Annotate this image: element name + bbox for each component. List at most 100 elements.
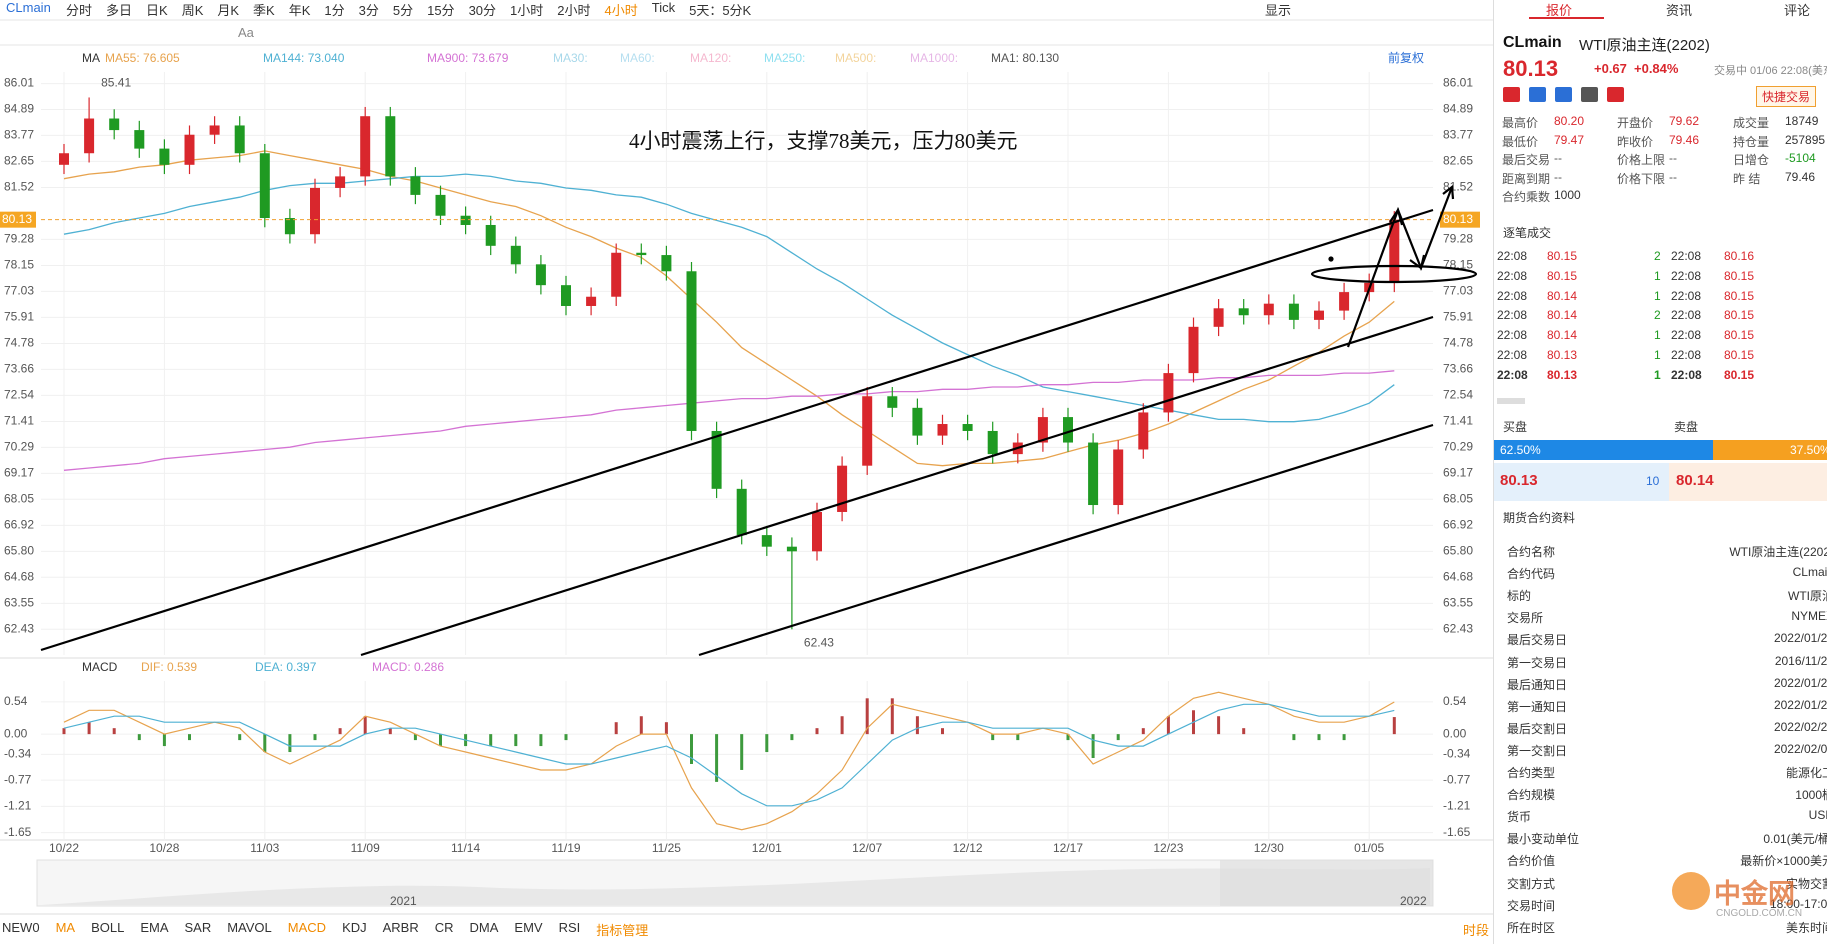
period-tab[interactable]: 15分 <box>427 3 455 18</box>
period-tab[interactable]: 周K <box>181 3 204 18</box>
quick-trade[interactable]: 快捷交易 <box>1756 86 1817 107</box>
trend-drawings <box>40 184 1478 657</box>
display-menu[interactable]: 显示 <box>1265 3 1292 18</box>
indicator-tab[interactable]: CR <box>434 920 454 935</box>
y-tick-label: -1.21 <box>1443 799 1471 813</box>
y-tick-label: 62.43 <box>1443 621 1473 635</box>
info-value: 2022/02/01 <box>1773 741 1827 756</box>
y-tick-label: 66.92 <box>4 518 34 532</box>
period-tab[interactable]: 5分 <box>392 3 414 18</box>
y-tick-label: 74.78 <box>4 336 34 350</box>
period-tab[interactable]: 1分 <box>324 3 345 18</box>
chart-bg <box>0 0 1493 944</box>
price-tag-label: 80.13 <box>2 212 32 226</box>
icon[interactable] <box>1555 87 1572 102</box>
period-tab[interactable]: 3分 <box>358 3 379 18</box>
candle-body <box>962 424 973 431</box>
y-tick-label: 0.54 <box>1443 694 1467 708</box>
icon[interactable] <box>1607 87 1624 102</box>
trade-cell: 2 <box>1654 249 1661 263</box>
icon[interactable] <box>1581 87 1598 102</box>
candle-body <box>1288 303 1299 320</box>
dot <box>1328 256 1334 262</box>
stat-value: 79.46 <box>1785 169 1816 184</box>
indicator-tab[interactable]: MA <box>55 920 76 935</box>
y-tick-label: 73.66 <box>1443 362 1473 376</box>
candle-body <box>1113 449 1124 506</box>
font-tool[interactable]: Aa <box>238 25 254 40</box>
y-tick-label: 75.91 <box>4 309 34 323</box>
candle-body <box>1163 373 1174 413</box>
period-tab[interactable]: 4小时 <box>604 3 638 18</box>
y-tick-label: 64.68 <box>1443 569 1473 583</box>
indicator-tab[interactable]: RSI <box>558 920 581 935</box>
y-tick-label: -0.34 <box>1443 747 1471 761</box>
period-tab[interactable]: 季K <box>253 3 275 18</box>
indicator-tab[interactable]: MAVOL <box>227 920 272 935</box>
indicator-tab[interactable]: 指标管理 <box>596 923 649 938</box>
info-value: 18:00-17:00 <box>1769 896 1827 911</box>
y-tick-label: 0.00 <box>4 726 28 740</box>
y-tick-label: -1.65 <box>4 825 32 839</box>
stat-label: 价格上限 <box>1617 153 1666 167</box>
indicator-tab[interactable]: EMA <box>140 920 169 935</box>
stat-value: -- <box>1669 169 1677 184</box>
indicator-tab[interactable]: MACD <box>287 920 327 935</box>
indicator-tab[interactable]: BOLL <box>91 920 125 935</box>
info-label: 合约规模 <box>1507 788 1556 803</box>
indicator-tab[interactable]: KDJ <box>342 920 367 935</box>
period-tab[interactable]: 多日 <box>106 3 133 18</box>
panel-tab[interactable]: 报价 <box>1546 3 1573 18</box>
trade-cell: 22:08 <box>1671 328 1702 343</box>
info-value: WTI原油主连(2202) <box>1729 545 1827 559</box>
candle-body <box>1314 310 1324 320</box>
period-tab[interactable]: 2小时 <box>557 3 591 18</box>
candle-body <box>234 125 245 154</box>
bid-pct: 62.50% <box>1500 443 1541 457</box>
trade-cell: 22:08 <box>1497 367 1528 382</box>
icon[interactable] <box>1529 87 1546 102</box>
trade-cell: 22:08 <box>1671 308 1702 323</box>
info-label: 第一通知日 <box>1507 699 1568 714</box>
candle-body <box>385 116 396 177</box>
trade-cell: 80.15 <box>1724 367 1755 382</box>
info-label: 交易时间 <box>1507 898 1556 913</box>
info-label: 合约价值 <box>1507 854 1556 869</box>
section-title: 期货合约资料 <box>1503 511 1576 525</box>
period-tab[interactable]: 1小时 <box>510 3 544 18</box>
y-tick-label: 65.80 <box>1443 543 1473 557</box>
panel-tab[interactable]: 资讯 <box>1666 3 1693 18</box>
candle-body <box>335 176 346 188</box>
period-tab[interactable]: 月K <box>217 3 240 18</box>
icon[interactable] <box>1503 87 1520 102</box>
period-tab[interactable]: 分时 <box>66 3 93 18</box>
legend-entry: MA144: 73.040 <box>263 51 345 65</box>
trade-cell: 80.15 <box>1724 268 1755 283</box>
indicator-tab[interactable]: ARBR <box>382 920 419 935</box>
candle-body <box>209 125 220 135</box>
info-value: USD <box>1808 808 1827 823</box>
session-tab[interactable]: 时段 <box>1463 923 1490 938</box>
indicator-tab[interactable]: NEW0 <box>2 920 40 935</box>
arrow-head <box>1389 184 1455 270</box>
period-tab[interactable]: Tick <box>651 0 676 15</box>
period-tab[interactable]: 日K <box>146 3 168 18</box>
indicator-tab[interactable]: EMV <box>514 920 543 935</box>
candle-body <box>84 118 95 154</box>
info-value: 2022/02/28 <box>1773 719 1827 734</box>
panel-tab[interactable]: 评论 <box>1784 3 1811 18</box>
legend-entry: MA500: <box>835 51 876 65</box>
info-label: 合约类型 <box>1507 766 1556 780</box>
period-tab[interactable]: 5天：5分K <box>689 3 752 18</box>
period-tab[interactable]: 30分 <box>468 3 497 18</box>
candle-body <box>736 488 747 536</box>
info-value: 最新价×1000美元 <box>1740 854 1827 869</box>
indicator-tab[interactable]: SAR <box>184 920 212 935</box>
indicator-tab[interactable]: DMA <box>469 920 499 935</box>
period-tab[interactable]: 年K <box>288 3 311 18</box>
navigator-area <box>41 868 1430 905</box>
symbol[interactable]: CLmain <box>6 0 51 15</box>
trade-cell: 22:08 <box>1671 348 1702 362</box>
channel-line <box>360 315 1434 657</box>
navigator-window[interactable] <box>1220 860 1433 906</box>
